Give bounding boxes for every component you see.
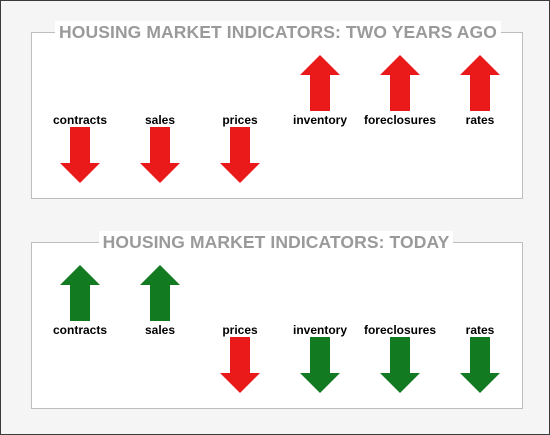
indicator-label-rates: rates (465, 323, 495, 337)
indicator-label-rates: rates (465, 113, 495, 127)
up-arrow-icon (60, 265, 100, 321)
up-arrow-icon (300, 55, 340, 111)
down-arrow-icon (60, 127, 100, 183)
panel-today: HOUSING MARKET INDICATORS: TODAY contrac… (31, 231, 523, 409)
indicator-label-foreclosures: foreclosures (363, 113, 437, 127)
up-arrow-icon (380, 55, 420, 111)
panel-two-years-ago: HOUSING MARKET INDICATORS: TWO YEARS AGO… (31, 21, 523, 199)
indicator-label-foreclosures: foreclosures (363, 323, 437, 337)
up-arrow-icon (140, 265, 180, 321)
indicator-label-inventory: inventory (292, 323, 347, 337)
down-arrow-icon (460, 337, 500, 393)
indicator-label-contracts: contracts (52, 113, 108, 127)
panel-title-container: HOUSING MARKET INDICATORS: TWO YEARS AGO (32, 21, 522, 43)
down-arrow-icon (220, 337, 260, 393)
indicator-label-prices: prices (222, 323, 258, 337)
panel-title: HOUSING MARKET INDICATORS: TODAY (98, 231, 454, 253)
down-arrow-icon (220, 127, 260, 183)
indicator-label-inventory: inventory (292, 113, 347, 127)
indicator-label-prices: prices (222, 113, 258, 127)
indicator-label-sales: sales (144, 323, 176, 337)
down-arrow-icon (300, 337, 340, 393)
down-arrow-icon (140, 127, 180, 183)
panel-title: HOUSING MARKET INDICATORS: TWO YEARS AGO (55, 21, 501, 43)
up-arrow-icon (460, 55, 500, 111)
panel-title-container: HOUSING MARKET INDICATORS: TODAY (32, 231, 522, 253)
indicator-label-sales: sales (144, 113, 176, 127)
down-arrow-icon (380, 337, 420, 393)
indicator-label-contracts: contracts (52, 323, 108, 337)
